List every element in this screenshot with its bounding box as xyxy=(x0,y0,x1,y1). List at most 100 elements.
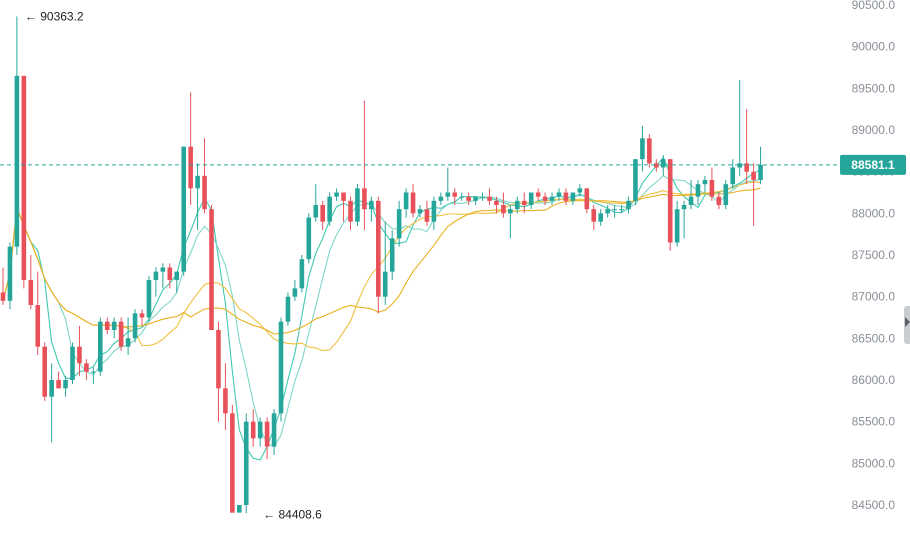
candle-body xyxy=(174,271,180,280)
candle xyxy=(278,317,284,422)
candle-body xyxy=(619,209,624,211)
candle-body xyxy=(647,138,652,164)
candle xyxy=(667,159,673,251)
candle xyxy=(195,163,200,230)
candle-body xyxy=(21,75,27,280)
candle-body xyxy=(702,180,708,185)
high-price-label: ← 90363.2 xyxy=(25,9,84,23)
candle-body xyxy=(132,313,138,339)
candle-body xyxy=(146,280,152,318)
last-price-badge: 88581.1 xyxy=(840,154,906,175)
candle xyxy=(424,200,430,226)
candle xyxy=(56,371,61,389)
ma-fast-line xyxy=(2,156,761,461)
candle xyxy=(647,134,652,168)
candle-body xyxy=(674,209,680,243)
candle-body xyxy=(202,175,207,210)
candle xyxy=(417,205,423,218)
candle-body xyxy=(396,209,402,239)
candle xyxy=(521,192,527,214)
candle-body xyxy=(355,188,360,222)
candle xyxy=(626,196,631,214)
candle xyxy=(688,180,694,210)
candle xyxy=(556,188,562,201)
candle-body xyxy=(681,205,687,210)
candle xyxy=(125,317,131,355)
candle xyxy=(598,209,603,226)
candle xyxy=(230,405,235,513)
candle-body xyxy=(292,288,298,297)
candle xyxy=(549,192,555,205)
candle xyxy=(313,184,319,222)
candle xyxy=(619,205,624,214)
y-tick-label: 87500.0 xyxy=(852,248,896,262)
candle xyxy=(605,205,610,218)
candle xyxy=(271,409,277,455)
candle xyxy=(250,409,256,447)
candle xyxy=(306,213,312,264)
candle xyxy=(84,359,89,380)
y-tick-label: 86500.0 xyxy=(852,331,896,345)
candle xyxy=(132,309,138,343)
candle xyxy=(369,196,374,222)
candle xyxy=(91,367,96,385)
candle-body xyxy=(320,205,325,222)
candle-body xyxy=(438,196,444,201)
candle-body xyxy=(598,213,603,222)
candles xyxy=(0,16,763,514)
candle-body xyxy=(389,238,395,272)
candle xyxy=(320,200,325,230)
candle xyxy=(70,342,75,385)
chevron-right-icon[interactable] xyxy=(905,317,910,327)
candle xyxy=(591,205,597,230)
candle-body xyxy=(0,292,6,301)
candle-body xyxy=(431,200,437,222)
candle xyxy=(98,317,103,376)
candle xyxy=(216,321,221,422)
candle-body xyxy=(640,138,645,160)
candle xyxy=(21,75,27,289)
candle xyxy=(487,188,492,205)
candle-body xyxy=(160,267,166,272)
candle xyxy=(77,325,82,376)
candle-body xyxy=(410,192,416,214)
y-tick-label: 90000.0 xyxy=(852,40,896,54)
candle xyxy=(438,192,444,205)
candle-body xyxy=(542,196,548,201)
candle xyxy=(285,292,291,326)
candle-body xyxy=(334,192,339,197)
candle-body xyxy=(494,200,499,205)
candle xyxy=(188,92,193,205)
candle-body xyxy=(327,196,332,222)
candle-body xyxy=(230,413,235,513)
candle xyxy=(758,146,763,185)
candle-body xyxy=(313,205,319,218)
candle-body xyxy=(751,171,756,180)
candle-body xyxy=(188,146,193,189)
candle-body xyxy=(299,259,305,289)
candle-body xyxy=(480,196,485,198)
candle xyxy=(674,200,680,247)
candle xyxy=(139,309,145,326)
candle-body xyxy=(348,200,353,222)
price-axis: 90500.090000.089500.089000.088500.088000… xyxy=(852,0,896,512)
candle xyxy=(334,188,339,201)
candle-body xyxy=(709,180,715,197)
moving-average-lines xyxy=(2,156,761,461)
candle-body xyxy=(452,192,458,197)
candle-body xyxy=(104,321,110,330)
candle-body xyxy=(417,209,423,214)
candle xyxy=(49,363,54,443)
candle-body xyxy=(730,167,736,185)
candle-body xyxy=(584,188,590,210)
candle-body xyxy=(570,192,576,201)
candle xyxy=(737,80,742,176)
candle xyxy=(376,196,381,314)
candle-body xyxy=(70,346,75,380)
candle xyxy=(563,188,569,205)
candle-body xyxy=(362,188,367,210)
candle-body xyxy=(605,209,610,214)
candle xyxy=(570,192,576,205)
candle-body xyxy=(744,163,749,172)
candle xyxy=(167,263,173,289)
